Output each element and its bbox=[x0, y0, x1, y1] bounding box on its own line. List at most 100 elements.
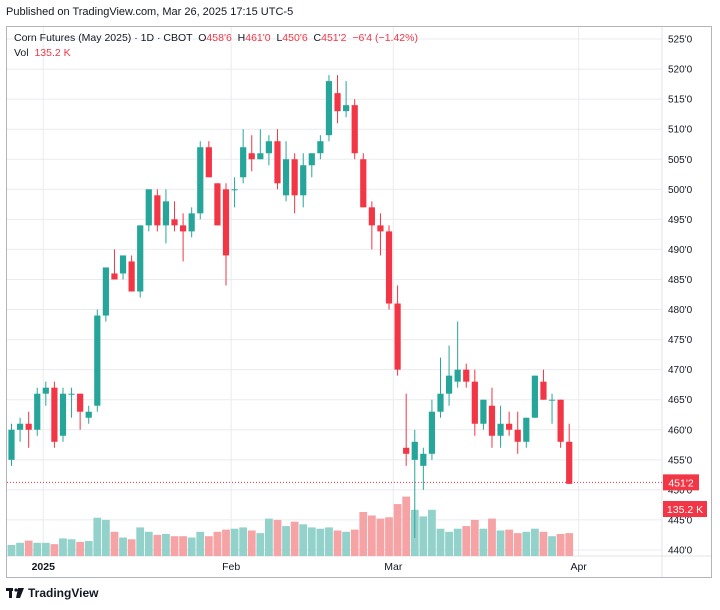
price-tick-label: 470'0 bbox=[668, 365, 693, 376]
candle-body bbox=[222, 189, 230, 256]
volume-bars bbox=[7, 496, 574, 556]
volume-bar bbox=[119, 537, 127, 556]
candle-body bbox=[334, 93, 341, 112]
volume-bar bbox=[265, 518, 273, 556]
volume-bar bbox=[488, 518, 496, 556]
candle-body bbox=[205, 147, 212, 178]
volume-bar bbox=[136, 527, 145, 556]
volume-bar bbox=[170, 536, 179, 556]
candle-body bbox=[77, 393, 84, 412]
volume-bar bbox=[179, 536, 187, 556]
candle-body bbox=[531, 375, 538, 418]
volume-bar bbox=[556, 534, 565, 556]
candle-body bbox=[403, 447, 410, 454]
volume-bar bbox=[462, 526, 471, 556]
time-tick-label: Feb bbox=[222, 561, 240, 573]
close-value: 451'2 bbox=[321, 32, 347, 44]
volume-bar bbox=[496, 530, 505, 556]
candle-body bbox=[42, 387, 49, 394]
high-value: 461'0 bbox=[245, 32, 271, 44]
volume-bar bbox=[513, 533, 522, 556]
price-tick-label: 460'0 bbox=[668, 425, 693, 436]
candle-body bbox=[343, 105, 350, 112]
candle-body bbox=[291, 159, 298, 196]
exchange-label: CBOT bbox=[163, 32, 193, 44]
volume-bar bbox=[204, 536, 213, 556]
price-tick-label: 475'0 bbox=[668, 335, 693, 346]
candle-body bbox=[8, 429, 15, 460]
candle-body bbox=[102, 267, 109, 316]
volume-value: 135.2 K bbox=[34, 47, 71, 59]
volume-bar bbox=[127, 539, 136, 556]
candle-body bbox=[360, 159, 367, 208]
candle-body bbox=[188, 213, 195, 232]
volume-bar bbox=[316, 528, 325, 556]
volume-bar bbox=[33, 542, 42, 556]
volume-bar bbox=[385, 517, 393, 556]
candle-body bbox=[265, 141, 272, 154]
candle-body bbox=[548, 399, 556, 401]
candle-body bbox=[171, 219, 178, 226]
candle-body bbox=[180, 225, 187, 232]
candle-body bbox=[300, 165, 307, 196]
price-tick-label: 520'0 bbox=[668, 65, 693, 76]
price-tick-label: 445'0 bbox=[668, 515, 693, 526]
price-tick-label: 450'0 bbox=[668, 485, 693, 496]
candle-body bbox=[377, 225, 384, 232]
price-tick-label: 485'0 bbox=[668, 275, 693, 286]
volume-bar bbox=[530, 528, 539, 556]
volume-bar bbox=[7, 545, 16, 556]
volume-bar bbox=[333, 530, 342, 556]
volume-bar bbox=[196, 531, 205, 556]
volume-bar bbox=[539, 531, 548, 556]
candle-body bbox=[506, 423, 513, 430]
candle-body bbox=[394, 303, 401, 370]
volume-bar bbox=[59, 538, 67, 556]
candle-body bbox=[282, 159, 290, 196]
price-tick-label: 465'0 bbox=[668, 395, 693, 406]
volume-bar bbox=[162, 534, 170, 556]
volume-bar bbox=[359, 512, 368, 556]
volume-bar bbox=[101, 519, 110, 556]
volume-bar bbox=[436, 528, 445, 556]
volume-bar bbox=[307, 527, 316, 556]
volume-bar bbox=[282, 526, 290, 556]
volume-bar bbox=[213, 531, 222, 556]
axis-tags: 451'2 135.2 K bbox=[663, 474, 707, 517]
volume-bar bbox=[419, 516, 428, 556]
chart-frame bbox=[6, 26, 712, 578]
candle-body bbox=[428, 411, 436, 454]
price-axis[interactable]: 525'0 520'0 515'0 510'0 505'0 500'0 495'0 490'0… bbox=[668, 35, 693, 557]
low-label: L bbox=[276, 32, 283, 44]
candle-body bbox=[325, 81, 333, 136]
time-axis[interactable]: 2025 Feb Mar Apr bbox=[32, 561, 588, 573]
volume-bar bbox=[299, 524, 308, 556]
candle-body bbox=[385, 231, 393, 304]
volume-bar bbox=[93, 517, 102, 556]
footer-brand[interactable]: TradingView bbox=[6, 586, 98, 600]
volume-bar bbox=[342, 531, 351, 556]
volume-bar bbox=[290, 521, 299, 556]
candle-body bbox=[248, 153, 255, 160]
chart-legend: Corn Futures (May 2025) · 1D · CBOT O458… bbox=[14, 31, 418, 61]
symbol-name[interactable]: Corn Futures (May 2025) bbox=[14, 32, 132, 44]
volume-label: Vol bbox=[14, 47, 29, 59]
candle-body bbox=[454, 369, 461, 382]
candle-body bbox=[523, 417, 530, 442]
candle-body bbox=[317, 141, 324, 154]
candle-body bbox=[411, 441, 418, 460]
volume-bar bbox=[84, 541, 93, 556]
volume-bar bbox=[565, 533, 574, 556]
candle-body bbox=[94, 315, 101, 406]
candle-body bbox=[351, 105, 358, 154]
close-label: C bbox=[313, 32, 322, 44]
volume-bar bbox=[247, 530, 256, 556]
candles bbox=[8, 75, 573, 538]
candle-body bbox=[240, 147, 247, 178]
interval-label: 1D bbox=[140, 32, 155, 44]
candle-body bbox=[68, 393, 75, 395]
volume-bar bbox=[273, 519, 282, 556]
candle-body bbox=[480, 399, 487, 424]
candle-body bbox=[540, 381, 547, 400]
